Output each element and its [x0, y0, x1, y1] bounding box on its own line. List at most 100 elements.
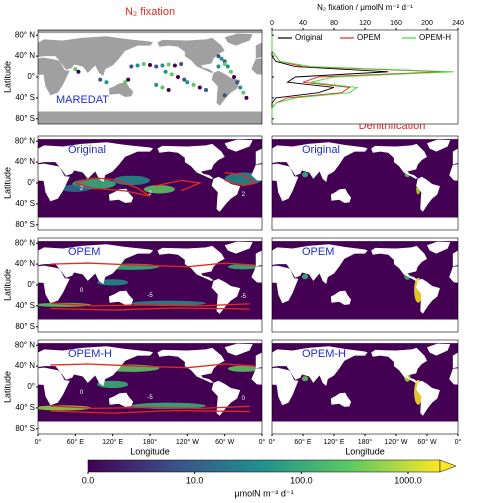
station [148, 62, 152, 67]
station [216, 54, 221, 59]
station [98, 77, 103, 82]
station [172, 63, 177, 68]
land [38, 346, 154, 386]
land [251, 266, 262, 283]
lat-axis-label: Latitude [2, 61, 12, 93]
x-tick-label: 240 [452, 20, 464, 27]
lon-tick-label: 180° [143, 438, 158, 446]
land [224, 139, 253, 152]
station [163, 69, 168, 74]
lat-tick-label: 80° N [15, 238, 35, 247]
colorbar-label: μmolN m⁻² d⁻¹ [234, 488, 293, 498]
station [191, 82, 196, 87]
colorbar-tick-label: 0.0 [82, 475, 95, 485]
land [251, 164, 262, 181]
land [255, 42, 262, 59]
lat-axis-label: Latitude [2, 371, 12, 403]
land [38, 57, 70, 96]
colorbar-extension [439, 459, 457, 473]
x-axis-label: N₂ fixation / μmolN m⁻² d⁻¹ [317, 3, 413, 12]
land [38, 36, 154, 76]
land [38, 238, 262, 242]
lat-tick-label: 80° N [15, 30, 35, 39]
land [330, 290, 352, 305]
station [126, 77, 131, 82]
lat-tick-label: 40° S [15, 301, 35, 310]
denitrification-patch [301, 376, 309, 382]
lat-tick-label: 0° [27, 280, 35, 289]
contour-label: 2 [80, 186, 84, 192]
lat-tick-label: 40° N [15, 157, 35, 166]
land [452, 250, 458, 267]
lon-tick-label: 60° E [294, 438, 312, 446]
station [197, 85, 202, 90]
land [458, 421, 500, 434]
land [272, 163, 299, 202]
denitrification-patch [301, 172, 309, 178]
land [272, 340, 458, 344]
lon-tick-label: 120° E [323, 438, 344, 446]
station [238, 85, 243, 90]
frame [271, 237, 459, 333]
land [251, 368, 262, 385]
colorbar-tick-label: 100.0 [290, 475, 313, 485]
land [38, 340, 262, 344]
contour-label: 0 [242, 396, 246, 402]
land [38, 367, 70, 406]
land [255, 352, 262, 369]
contour [75, 177, 151, 197]
lat-tick-label: 0° [27, 178, 35, 187]
station [160, 85, 165, 90]
land [458, 217, 500, 230]
lat-tick-label: 40° N [15, 259, 35, 268]
denitrification-patch [301, 274, 309, 280]
station [235, 80, 240, 85]
lon-tick-label: 120° W [384, 438, 407, 446]
land [38, 319, 262, 332]
panel-label: OPEM-H [302, 348, 346, 360]
contour [50, 405, 250, 410]
contour-label: 0 [80, 390, 84, 396]
land [38, 265, 70, 304]
land [371, 245, 427, 281]
land [38, 217, 262, 230]
contour [156, 179, 203, 192]
x-tick-label: 40 [299, 20, 307, 27]
map [272, 340, 500, 434]
lon-tick-label: 180° [358, 438, 373, 446]
land [38, 142, 154, 182]
lon-tick-label: 120° W [176, 438, 199, 446]
land [38, 30, 262, 34]
lon-axis-label: Longitude [345, 446, 385, 456]
contour-label: -5 [147, 395, 153, 401]
fixation-patch [227, 365, 259, 372]
land [38, 244, 154, 284]
contour-label: 0 [80, 288, 84, 294]
lon-tick-label: 60° E [67, 438, 85, 446]
land [416, 380, 440, 416]
land [427, 139, 451, 152]
legend-label: Original [295, 33, 323, 42]
map [272, 238, 458, 332]
lat-tick-label: 40° S [15, 199, 35, 208]
contour-label: 2 [242, 192, 246, 198]
station [141, 61, 146, 66]
station [244, 95, 249, 100]
map: 0 -5 -5 [38, 238, 262, 332]
fixation-title: N₂ fixation [125, 6, 175, 18]
colorbar [87, 459, 441, 473]
fixation-patch [112, 175, 150, 186]
land [458, 136, 500, 139]
land [371, 347, 427, 383]
land [452, 352, 458, 369]
station [241, 90, 246, 95]
station [76, 69, 81, 74]
station [185, 80, 190, 85]
station [222, 61, 227, 66]
land [272, 421, 458, 434]
contour-label: -5 [147, 293, 153, 299]
x-tick-label: 200 [421, 20, 433, 27]
land [255, 148, 262, 165]
land [427, 241, 451, 254]
